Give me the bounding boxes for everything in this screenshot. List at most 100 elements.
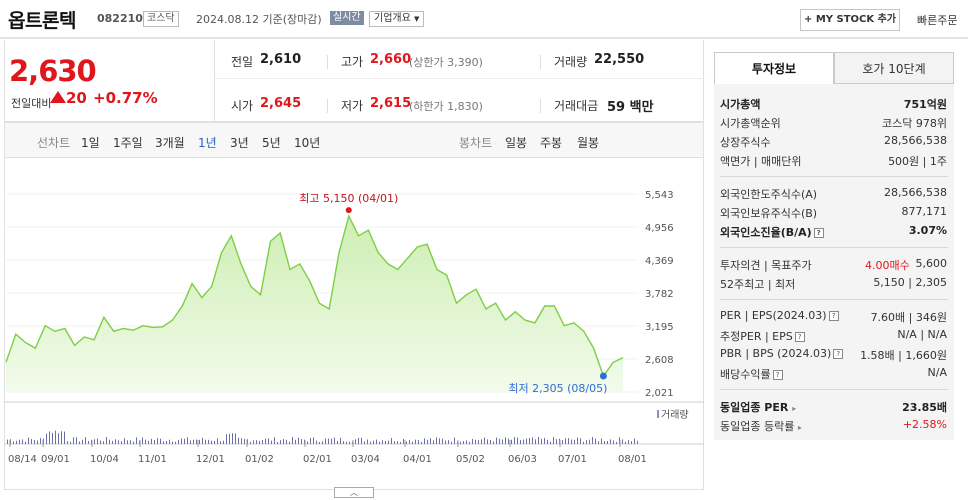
volume-bar [379, 441, 380, 444]
period-5y[interactable]: 5년 [262, 136, 281, 150]
volume-bar [253, 440, 254, 444]
volume-bar [163, 441, 164, 444]
high-marker [345, 207, 352, 214]
add-my-stock-button[interactable]: + MY STOCK 추가 [800, 9, 900, 31]
amount-value: 59 백만 [607, 100, 654, 115]
help-icon[interactable]: ? [772, 370, 783, 380]
help-icon[interactable]: ? [828, 311, 839, 321]
help-icon[interactable]: ? [794, 332, 805, 342]
price-summary [4, 40, 704, 122]
volume-bar [415, 439, 416, 444]
x-tick-label: 08/14 [8, 454, 37, 465]
foreign-ratio-value: 3.07% [908, 224, 947, 237]
volume-bar [19, 439, 20, 444]
period-1d[interactable]: 1일 [81, 136, 100, 150]
period-1w[interactable]: 1주일 [113, 136, 143, 150]
volume-bar [403, 438, 404, 444]
volume-bar [412, 441, 413, 444]
prev-close-label: 전일 [231, 55, 254, 69]
volume-bar [205, 439, 206, 444]
period-10y[interactable]: 10년 [294, 136, 321, 150]
volume-bar [361, 437, 362, 444]
tab-invest-info[interactable]: 투자정보 [714, 52, 834, 84]
volume-bar [235, 433, 236, 444]
foreign-hold-label: 외국인보유주식수(B) [720, 207, 818, 220]
est-per-row: 추정PER | EPS? [720, 328, 805, 344]
volume-bar [193, 439, 194, 444]
volume-bar [121, 441, 122, 444]
volume-bar [430, 438, 431, 444]
help-icon[interactable]: ? [813, 228, 824, 238]
volume-bar [562, 440, 563, 444]
volume-bar [478, 440, 479, 444]
volume-bar [58, 433, 59, 444]
industry-rate-row[interactable]: 동일업종 등락률 ▸ [720, 418, 802, 434]
volume-bar [256, 440, 257, 444]
chart-period-bar [4, 122, 704, 158]
x-tick-label: 05/02 [456, 454, 485, 465]
period-3y[interactable]: 3년 [230, 136, 249, 150]
period-1y[interactable]: 1년 [198, 136, 217, 150]
volume-bar [583, 441, 584, 444]
volume-bar [268, 438, 269, 444]
foreign-limit-value: 28,566,538 [884, 186, 947, 199]
volume-bar [538, 437, 539, 444]
est-per-value: N/A | N/A [897, 328, 947, 341]
company-info-label: 기업개요 [374, 13, 411, 24]
help-icon[interactable]: ? [833, 349, 844, 359]
volume-bar [259, 440, 260, 444]
separator [327, 55, 328, 69]
volume-bar [370, 441, 371, 444]
price-divider [214, 40, 215, 122]
volume-bar [553, 437, 554, 444]
change-label: 전일대비 [11, 97, 52, 110]
volume-bar [460, 441, 461, 444]
volume-bar [337, 440, 338, 444]
volume-bar [616, 441, 617, 444]
tab-order-book[interactable]: 호가 10단계 [834, 52, 954, 84]
volume-bar [67, 441, 68, 444]
candle-monthly[interactable]: 월봉 [577, 136, 600, 150]
upper-limit: (상한가 3,390) [409, 56, 483, 69]
volume-bar [40, 438, 41, 444]
volume-bar [79, 441, 80, 444]
realtime-badge[interactable]: 실시간 [330, 11, 364, 25]
volume-bar [217, 438, 218, 444]
period-3m[interactable]: 3개월 [155, 136, 185, 150]
volume-bar [112, 440, 113, 444]
volume-bar [613, 440, 614, 444]
volume-bar [70, 441, 71, 444]
chevron-right-icon: ▸ [792, 404, 797, 413]
industry-per-value: 23.85배 [902, 401, 947, 414]
volume-bar [577, 437, 578, 444]
prev-close-value: 2,610 [260, 52, 302, 67]
candle-daily[interactable]: 일봉 [505, 136, 528, 150]
y-tick-label: 3,195 [645, 322, 674, 333]
line-chart-label: 선차트 [37, 136, 71, 150]
volume-bar [298, 437, 299, 444]
volume-bar [157, 438, 158, 444]
volume-bar [466, 440, 467, 444]
y-tick-label: 2,021 [645, 388, 674, 399]
quick-order-link[interactable]: 빠른주문 [917, 14, 958, 27]
volume-bar [454, 437, 455, 444]
market-cap-label: 시가총액 [720, 98, 761, 111]
x-tick-label: 03/04 [351, 454, 380, 465]
volume-bar [520, 439, 521, 444]
collapse-chart-button[interactable]: ︿ [334, 487, 374, 498]
volume-bar [334, 437, 335, 444]
volume-bar [487, 439, 488, 444]
volume-bar [241, 438, 242, 444]
volume-bar [382, 440, 383, 444]
separator [540, 55, 541, 69]
candle-weekly[interactable]: 주봉 [540, 136, 563, 150]
current-price: 2,630 [9, 54, 97, 88]
volume-bar [97, 438, 98, 444]
volume-bar [481, 439, 482, 444]
industry-per-row[interactable]: 동일업종 PER ▸ [720, 399, 796, 415]
opinion-value: 4.00매수 [865, 259, 910, 272]
volume-bar [625, 441, 626, 444]
panel-divider [720, 389, 948, 390]
volume-bar [394, 441, 395, 444]
company-info-dropdown[interactable]: 기업개요 ▼ [369, 11, 425, 27]
